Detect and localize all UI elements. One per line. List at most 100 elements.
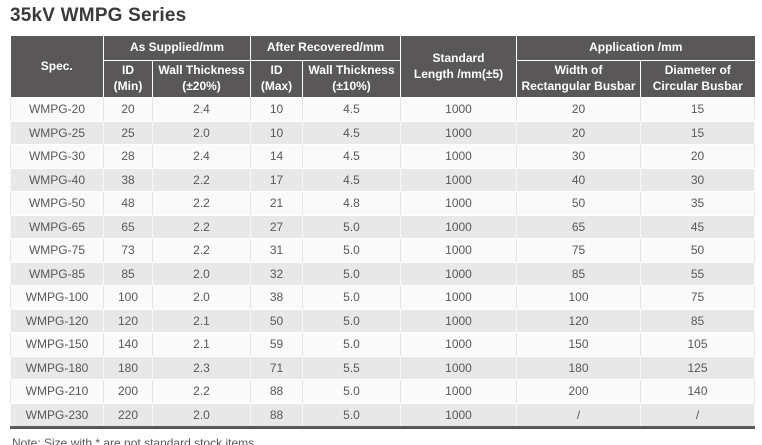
cell-wall_thickness_supplied: 2.1 — [151, 332, 252, 357]
table-body: WMPG-20 20 2.4 10 4.5 1000 20 15 WMPG-25 25 2.0 10 4… — [10, 97, 756, 428]
cell-width_rectangular_busbar: / — [516, 402, 642, 428]
cell-wall_thickness_supplied: 2.0 — [151, 285, 252, 310]
cell-width_rectangular_busbar: 50 — [516, 191, 642, 216]
cell-id_min: 200 — [103, 379, 153, 404]
cell-wall_thickness_supplied: 2.2 — [151, 238, 252, 263]
cell-wall_thickness_recovered: 5.0 — [302, 261, 402, 286]
cell-width_rectangular_busbar: 40 — [516, 167, 642, 192]
cell-width_rectangular_busbar: 200 — [516, 379, 642, 404]
table-row: WMPG-180 180 2.3 71 5.5 1000 180 125 — [10, 355, 756, 380]
cell-id_min: 85 — [103, 261, 153, 286]
cell-wall_thickness_recovered: 4.5 — [302, 144, 402, 169]
cell-width_rectangular_busbar: 100 — [516, 285, 642, 310]
note-text: Note: Size with * are not standard stock… — [12, 436, 258, 445]
table-row: WMPG-40 38 2.2 17 4.5 1000 40 30 — [10, 167, 756, 192]
col-header-id-min: ID (Min) — [103, 60, 153, 98]
cell-id_max: 59 — [250, 332, 304, 357]
cell-standard_length: 1000 — [400, 402, 518, 428]
cell-id_max: 88 — [250, 402, 304, 428]
col-header-diameter-circular-busbar: Diameter of Circular Busbar — [640, 60, 755, 98]
cell-width_rectangular_busbar: 150 — [516, 332, 642, 357]
cell-wall_thickness_supplied: 2.2 — [151, 191, 252, 216]
cell-standard_length: 1000 — [400, 355, 518, 380]
cell-id_min: 20 — [103, 97, 153, 122]
cell-standard_length: 1000 — [400, 261, 518, 286]
cell-id_max: 32 — [250, 261, 304, 286]
table-row: WMPG-20 20 2.4 10 4.5 1000 20 15 — [10, 97, 756, 122]
cell-standard_length: 1000 — [400, 238, 518, 263]
cell-id_min: 38 — [103, 167, 153, 192]
cell-spec: WMPG-75 — [10, 238, 104, 263]
table-row: WMPG-25 25 2.0 10 4.5 1000 20 15 — [10, 120, 756, 145]
cell-id_max: 38 — [250, 285, 304, 310]
cell-diameter_circular_busbar: / — [640, 402, 756, 428]
cell-id_max: 88 — [250, 379, 304, 404]
cell-wall_thickness_supplied: 2.2 — [151, 167, 252, 192]
cell-diameter_circular_busbar: 30 — [640, 167, 756, 192]
cell-width_rectangular_busbar: 75 — [516, 238, 642, 263]
cell-id_max: 71 — [250, 355, 304, 380]
cell-diameter_circular_busbar: 15 — [640, 120, 756, 145]
col-header-wall-thickness-supplied: Wall Thickness (±20%) — [151, 60, 252, 98]
cell-diameter_circular_busbar: 75 — [640, 285, 756, 310]
cell-id_min: 65 — [103, 214, 153, 239]
cell-id_max: 17 — [250, 167, 304, 192]
cell-standard_length: 1000 — [400, 332, 518, 357]
header-row-subcolumns: ID (Min) Wall Thickness (±20%) ID (Max) … — [11, 60, 755, 98]
cell-wall_thickness_supplied: 2.0 — [151, 261, 252, 286]
cell-spec: WMPG-25 — [10, 120, 104, 145]
cell-wall_thickness_supplied: 2.2 — [151, 379, 252, 404]
table-row: WMPG-50 48 2.2 21 4.8 1000 50 35 — [10, 191, 756, 216]
cell-diameter_circular_busbar: 35 — [640, 191, 756, 216]
table-row: WMPG-210 200 2.2 88 5.0 1000 200 140 — [10, 379, 756, 404]
cell-spec: WMPG-65 — [10, 214, 104, 239]
cell-diameter_circular_busbar: 85 — [640, 308, 756, 333]
cell-spec: WMPG-230 — [10, 402, 104, 428]
col-header-application: Application /mm — [516, 36, 755, 61]
cell-standard_length: 1000 — [400, 144, 518, 169]
cell-standard_length: 1000 — [400, 191, 518, 216]
table-row: WMPG-75 73 2.2 31 5.0 1000 75 50 — [10, 238, 756, 263]
cell-width_rectangular_busbar: 65 — [516, 214, 642, 239]
col-header-as-supplied: As Supplied/mm — [102, 36, 252, 61]
cell-id_max: 10 — [250, 120, 304, 145]
page-title: 35kV WMPG Series — [10, 5, 187, 26]
cell-diameter_circular_busbar: 105 — [640, 332, 756, 357]
cell-id_max: 14 — [250, 144, 304, 169]
table-header: Spec. As Supplied/mm After Recovered/mm … — [10, 36, 755, 98]
cell-width_rectangular_busbar: 30 — [516, 144, 642, 169]
cell-spec: WMPG-20 — [10, 97, 104, 122]
cell-spec: WMPG-40 — [10, 167, 104, 192]
cell-wall_thickness_supplied: 2.4 — [151, 97, 252, 122]
table-row: WMPG-150 140 2.1 59 5.0 1000 150 105 — [10, 332, 756, 357]
col-header-spec: Spec. — [10, 36, 104, 98]
cell-standard_length: 1000 — [400, 167, 518, 192]
cell-wall_thickness_recovered: 5.0 — [302, 238, 402, 263]
cell-diameter_circular_busbar: 45 — [640, 214, 756, 239]
cell-spec: WMPG-30 — [10, 144, 104, 169]
cell-wall_thickness_recovered: 4.5 — [302, 97, 402, 122]
cell-id_min: 28 — [103, 144, 153, 169]
cell-spec: WMPG-120 — [10, 308, 104, 333]
cell-id_min: 180 — [103, 355, 153, 380]
cell-wall_thickness_recovered: 5.0 — [302, 214, 402, 239]
cell-spec: WMPG-50 — [10, 191, 104, 216]
cell-wall_thickness_recovered: 4.5 — [302, 120, 402, 145]
table-row: WMPG-120 120 2.1 50 5.0 1000 120 85 — [10, 308, 756, 333]
cell-width_rectangular_busbar: 180 — [516, 355, 642, 380]
cell-wall_thickness_supplied: 2.0 — [151, 120, 252, 145]
cell-diameter_circular_busbar: 20 — [640, 144, 756, 169]
cell-id_min: 48 — [103, 191, 153, 216]
cell-id_min: 25 — [103, 120, 153, 145]
cell-spec: WMPG-100 — [10, 285, 104, 310]
cell-wall_thickness_supplied: 2.4 — [151, 144, 252, 169]
cell-width_rectangular_busbar: 20 — [516, 97, 642, 122]
cell-spec: WMPG-85 — [10, 261, 104, 286]
cell-spec: WMPG-210 — [10, 379, 104, 404]
cell-id_max: 21 — [250, 191, 304, 216]
table-row: WMPG-65 65 2.2 27 5.0 1000 65 45 — [10, 214, 756, 239]
table-row: WMPG-85 85 2.0 32 5.0 1000 85 55 — [10, 261, 756, 286]
cell-spec: WMPG-180 — [10, 355, 104, 380]
col-header-width-rectangular-busbar: Width of Rectangular Busbar — [516, 60, 642, 98]
